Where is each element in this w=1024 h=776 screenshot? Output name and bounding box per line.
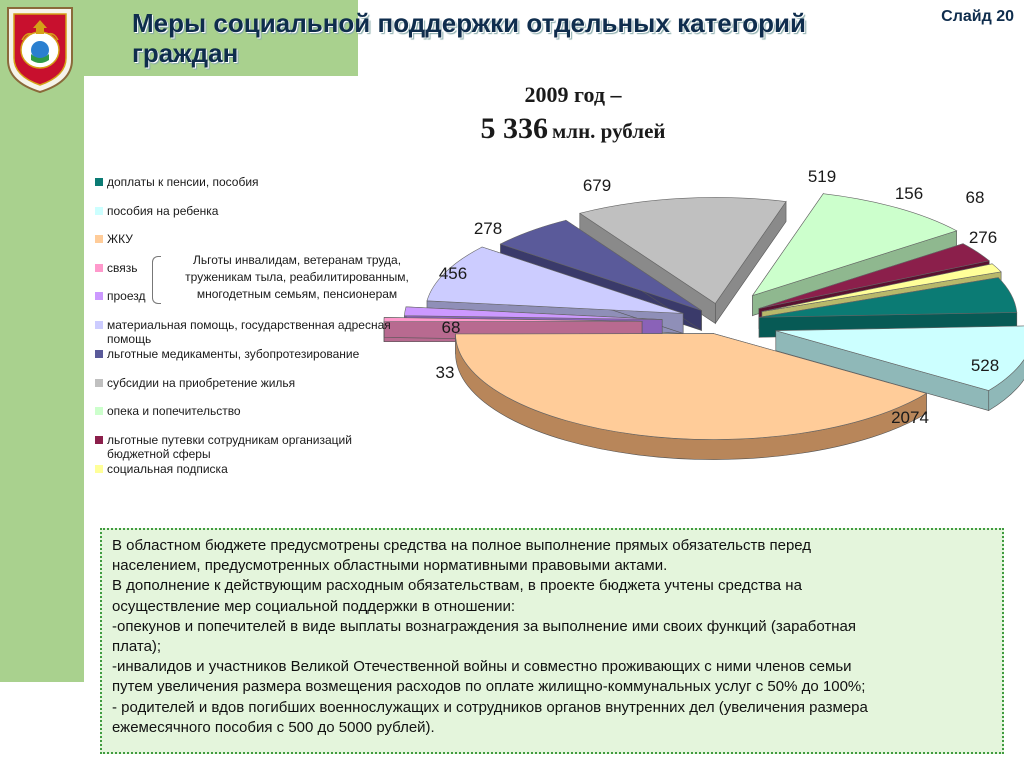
legend-swatch bbox=[95, 321, 103, 329]
legend-label: опека и попечительство bbox=[92, 404, 437, 418]
pie-data-label: 276 bbox=[969, 228, 997, 247]
note-line: В областном бюджете предусмотрены средст… bbox=[112, 536, 992, 556]
budget-note: В областном бюджете предусмотрены средст… bbox=[100, 528, 1004, 754]
pie-data-label: 68 bbox=[966, 188, 985, 207]
legend-swatch bbox=[95, 407, 103, 415]
legend-item: социальная подписка bbox=[92, 462, 437, 476]
legend-swatch bbox=[95, 235, 103, 243]
note-line: ежемесячного пособия с 500 до 5000 рубле… bbox=[112, 718, 992, 738]
legend-item: материальная помощь, государственная адр… bbox=[92, 318, 437, 346]
legend-swatch bbox=[95, 436, 103, 444]
pie-data-label: 278 bbox=[474, 219, 502, 238]
legend-item: ЖКУ bbox=[92, 232, 437, 246]
note-line: -инвалидов и участников Великой Отечеств… bbox=[112, 657, 992, 677]
legend-label: ЖКУ bbox=[92, 232, 437, 246]
legend-swatch bbox=[95, 207, 103, 215]
note-line: В дополнение к действующим расходным обя… bbox=[112, 576, 992, 596]
legend-item: льготные медикаменты, зубопротезирование bbox=[92, 347, 437, 361]
benefits-callout: Льготы инвалидам, ветеранам труда, труже… bbox=[160, 252, 434, 303]
legend-label: социальная подписка bbox=[92, 462, 437, 476]
legend-swatch bbox=[95, 465, 103, 473]
legend-swatch bbox=[95, 350, 103, 358]
note-line: населением, предусмотренных областными н… bbox=[112, 556, 992, 576]
legend-item: льготные путевки сотрудникам организаций… bbox=[92, 433, 392, 461]
legend-item: доплаты к пенсии, пособия bbox=[92, 175, 437, 189]
pie-data-label: 679 bbox=[583, 176, 611, 195]
legend-item: пособия на ребенка bbox=[92, 204, 437, 218]
legend-label: доплаты к пенсии, пособия bbox=[92, 175, 437, 189]
pie-data-label: 456 bbox=[439, 264, 467, 283]
legend-label: льготные путевки сотрудникам организаций… bbox=[92, 433, 392, 461]
pie-data-label: 33 bbox=[436, 363, 455, 382]
legend-swatch bbox=[95, 292, 103, 300]
legend-swatch bbox=[95, 178, 103, 186]
legend-item: опека и попечительство bbox=[92, 404, 437, 418]
note-line: путем увеличения размера возмещения расх… bbox=[112, 677, 992, 697]
note-line: - родителей и вдов погибших военнослужащ… bbox=[112, 698, 992, 718]
pie-data-label: 519 bbox=[808, 167, 836, 186]
note-line: осуществление мер социальной поддержки в… bbox=[112, 597, 992, 617]
pie-data-label: 2074 bbox=[891, 408, 929, 427]
legend-label: субсидии на приобретение жилья bbox=[92, 376, 437, 390]
pie-data-label: 156 bbox=[895, 184, 923, 203]
legend-label: льготные медикаменты, зубопротезирование bbox=[92, 347, 437, 361]
legend-item: субсидии на приобретение жилья bbox=[92, 376, 437, 390]
legend-label: пособия на ребенка bbox=[92, 204, 437, 218]
legend-label: материальная помощь, государственная адр… bbox=[92, 318, 437, 346]
pie-data-label: 528 bbox=[971, 356, 999, 375]
legend-swatch bbox=[95, 264, 103, 272]
legend-swatch bbox=[95, 379, 103, 387]
note-line: -опекунов и попечителей в виде выплаты в… bbox=[112, 617, 992, 637]
note-line: плата); bbox=[112, 637, 992, 657]
pie-data-label: 68 bbox=[442, 318, 461, 337]
